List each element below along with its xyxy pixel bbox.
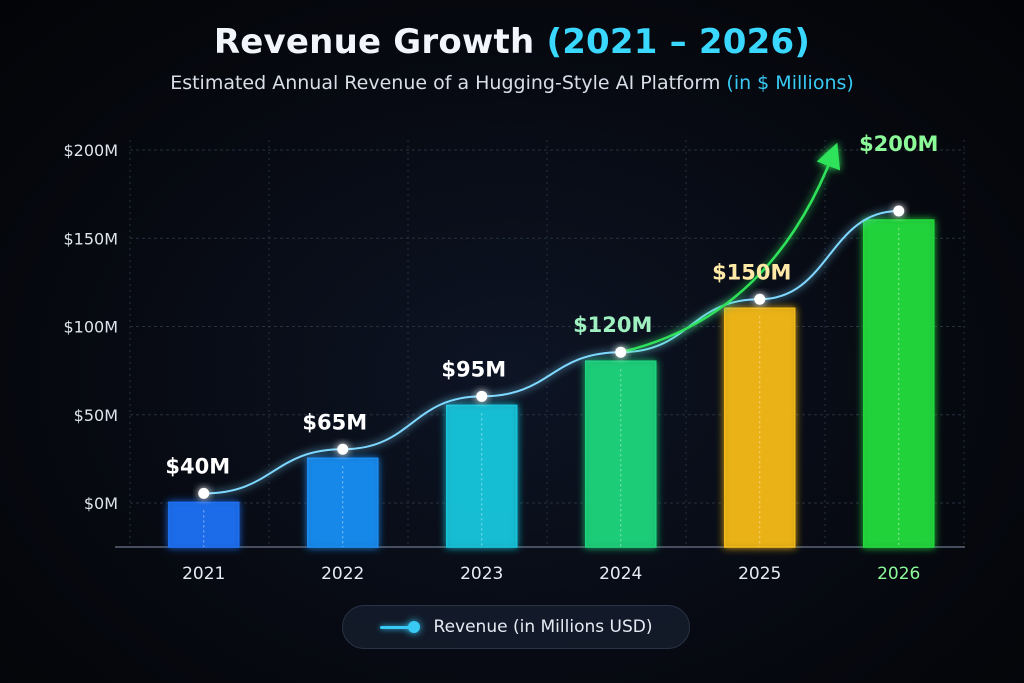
- y-tick-label: $150M: [63, 229, 118, 248]
- revenue-line: [203, 210, 899, 495]
- x-tick-label: 2021: [182, 564, 225, 584]
- data-point: [476, 390, 488, 402]
- value-label: $40M: [165, 454, 230, 478]
- chart-legend: Revenue (in Millions USD): [342, 605, 690, 649]
- data-point: [893, 205, 905, 217]
- x-tick-label: 2022: [321, 564, 364, 584]
- value-label: $150M: [712, 260, 791, 284]
- trend-arrow: [620, 142, 841, 354]
- y-tick-label: $50M: [74, 406, 118, 425]
- legend-line-icon: [379, 621, 420, 633]
- chart-subtitle: Estimated Annual Revenue of a Hugging-St…: [170, 72, 854, 94]
- y-tick-label: $0M: [84, 494, 118, 513]
- x-tick-label: 2024: [599, 564, 642, 584]
- data-point: [198, 487, 210, 499]
- y-tick-label: $100M: [63, 318, 118, 337]
- x-tick-label: 2023: [460, 564, 503, 584]
- bar-2024: [585, 360, 657, 548]
- data-point: [337, 443, 349, 455]
- bar-2023: [446, 404, 518, 548]
- value-label: $65M: [302, 410, 367, 434]
- x-tick-label: 2026: [877, 564, 920, 584]
- value-label: $120M: [573, 313, 652, 337]
- legend-label: Revenue (in Millions USD): [433, 617, 653, 637]
- data-point: [615, 346, 627, 358]
- data-point: [754, 293, 766, 305]
- chart-title: Revenue Growth (2021 – 2026): [213, 22, 811, 62]
- bar-2021: [168, 501, 240, 548]
- value-label: $200M: [859, 132, 938, 156]
- value-label: $95M: [441, 357, 506, 381]
- x-tick-label: 2025: [738, 564, 781, 584]
- y-tick-label: $200M: [63, 141, 118, 160]
